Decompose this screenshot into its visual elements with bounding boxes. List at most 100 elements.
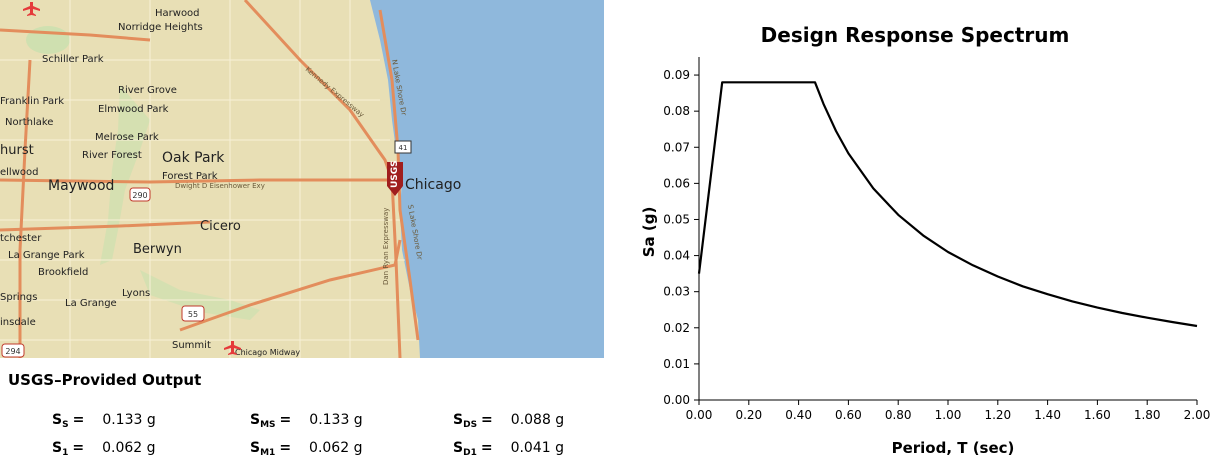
location-map[interactable]: Harwood Norridge Heights Schiller Park R… bbox=[0, 0, 604, 358]
param-ss: SS = 0.133 g bbox=[52, 412, 156, 430]
param-value: 0.133 g bbox=[309, 412, 363, 428]
place-label: Harwood bbox=[155, 8, 200, 19]
param-subscript: DS bbox=[463, 420, 478, 430]
road-label: Dwight D Eisenhower Exy bbox=[175, 182, 265, 190]
place-label: Oak Park bbox=[162, 150, 225, 166]
param-value: 0.133 g bbox=[102, 412, 156, 428]
location-marker[interactable]: USGS bbox=[387, 160, 403, 196]
param-sds: SDS = 0.088 g bbox=[453, 412, 564, 430]
y-tick-label: 0.09 bbox=[663, 68, 690, 82]
x-tick-label: 0.40 bbox=[785, 408, 812, 422]
svg-text:294: 294 bbox=[5, 347, 20, 356]
svg-text:290: 290 bbox=[132, 191, 147, 200]
place-label: Chicago Midway bbox=[235, 348, 300, 357]
x-tick-label: 2.00 bbox=[1184, 408, 1211, 422]
place-label: La Grange bbox=[65, 298, 117, 309]
x-tick-label: 0.60 bbox=[835, 408, 862, 422]
svg-text:41: 41 bbox=[399, 144, 408, 152]
param-s1: S1 = 0.062 g bbox=[52, 440, 156, 458]
y-tick-label: 0.01 bbox=[663, 357, 690, 371]
lake-michigan bbox=[370, 0, 604, 358]
param-symbol: S bbox=[453, 440, 464, 456]
param-symbol: S bbox=[52, 412, 63, 428]
place-label: tchester bbox=[0, 233, 42, 244]
place-label: River Grove bbox=[118, 85, 177, 96]
road-label: Dan Ryan Expressway bbox=[382, 208, 390, 285]
y-axis-label: Sa (g) bbox=[640, 207, 658, 258]
param-equals: = bbox=[481, 412, 493, 428]
place-label: Elmwood Park bbox=[98, 104, 169, 115]
place-label: Maywood bbox=[48, 178, 114, 194]
y-tick-label: 0.04 bbox=[663, 249, 690, 263]
x-tick-label: 1.20 bbox=[984, 408, 1011, 422]
param-sd1: SD1 = 0.041 g bbox=[453, 440, 564, 458]
place-label: Springs bbox=[0, 292, 37, 303]
usgs-marker-label: USGS bbox=[390, 160, 400, 188]
airport-icon bbox=[224, 341, 241, 355]
chart-series bbox=[697, 81, 1198, 328]
x-tick-label: 1.00 bbox=[935, 408, 962, 422]
place-label: Brookfield bbox=[38, 267, 88, 278]
param-subscript: 1 bbox=[62, 448, 69, 458]
forest-preserve bbox=[26, 26, 70, 54]
param-equals: = bbox=[72, 412, 85, 428]
y-tick-label: 0.06 bbox=[663, 176, 690, 190]
y-tick-label: 0.05 bbox=[663, 212, 690, 226]
y-tick-label: 0.07 bbox=[663, 140, 690, 154]
place-label: Cicero bbox=[200, 219, 241, 234]
place-label: Chicago bbox=[405, 177, 461, 193]
svg-text:55: 55 bbox=[188, 310, 198, 319]
place-label: Franklin Park bbox=[0, 96, 64, 107]
x-axis-label: Period, T (sec) bbox=[892, 439, 1015, 457]
param-value: 0.088 g bbox=[510, 412, 565, 428]
param-symbol: S bbox=[250, 440, 261, 456]
place-label: Melrose Park bbox=[95, 132, 159, 143]
param-symbol: S bbox=[52, 440, 63, 456]
chart-title: Design Response Spectrum bbox=[761, 23, 1070, 47]
param-equals: = bbox=[480, 440, 493, 456]
y-tick-label: 0.03 bbox=[663, 285, 690, 299]
param-symbol: S bbox=[453, 412, 464, 428]
output-title: USGS–Provided Output bbox=[8, 371, 202, 389]
param-value: 0.062 g bbox=[102, 440, 156, 456]
place-label: Northlake bbox=[5, 117, 53, 128]
param-subscript: D1 bbox=[463, 448, 477, 458]
place-label: Summit bbox=[172, 340, 211, 351]
x-tick-label: 1.80 bbox=[1134, 408, 1161, 422]
y-tick-label: 0.00 bbox=[663, 393, 690, 407]
param-subscript: M1 bbox=[260, 448, 276, 458]
airport-icon bbox=[23, 2, 40, 16]
spectrum-line bbox=[697, 81, 1198, 328]
param-sm1: SM1 = 0.062 g bbox=[250, 440, 362, 458]
chart-ticks: 0.00 0.20 0.40 0.60 0.80 1.00 1.20 1.40 1.60 1.80… bbox=[663, 68, 1210, 422]
place-label: ellwood bbox=[0, 167, 38, 178]
chart-axes bbox=[698, 57, 1197, 401]
y-tick-label: 0.08 bbox=[663, 104, 690, 118]
interstate-shield: 55 bbox=[181, 305, 205, 322]
route-shield: 41 bbox=[394, 140, 412, 154]
place-label: Schiller Park bbox=[42, 54, 104, 65]
param-value: 0.062 g bbox=[309, 440, 363, 456]
interstate-shield: 290 bbox=[129, 187, 151, 202]
design-response-spectrum-chart: Design Response Spectrum Sa (g) Period, … bbox=[604, 0, 1215, 461]
param-subscript: MS bbox=[260, 420, 276, 430]
param-subscript: S bbox=[62, 420, 69, 430]
place-label: insdale bbox=[0, 317, 36, 328]
place-label: Forest Park bbox=[162, 171, 218, 182]
y-tick-label: 0.02 bbox=[663, 321, 690, 335]
param-value: 0.041 g bbox=[510, 440, 564, 456]
param-equals: = bbox=[279, 412, 292, 428]
param-equals: = bbox=[279, 440, 292, 456]
place-label: Lyons bbox=[122, 288, 150, 299]
param-symbol: S bbox=[250, 412, 261, 428]
x-tick-label: 1.60 bbox=[1084, 408, 1111, 422]
param-equals: = bbox=[72, 440, 85, 456]
x-tick-label: 0.80 bbox=[885, 408, 912, 422]
place-label: La Grange Park bbox=[8, 250, 85, 261]
place-label: Berwyn bbox=[133, 242, 182, 257]
place-label: hurst bbox=[0, 143, 34, 158]
param-sms: SMS = 0.133 g bbox=[250, 412, 363, 430]
x-tick-label: 0.00 bbox=[686, 408, 713, 422]
place-label: River Forest bbox=[82, 150, 142, 161]
x-tick-label: 0.20 bbox=[735, 408, 762, 422]
